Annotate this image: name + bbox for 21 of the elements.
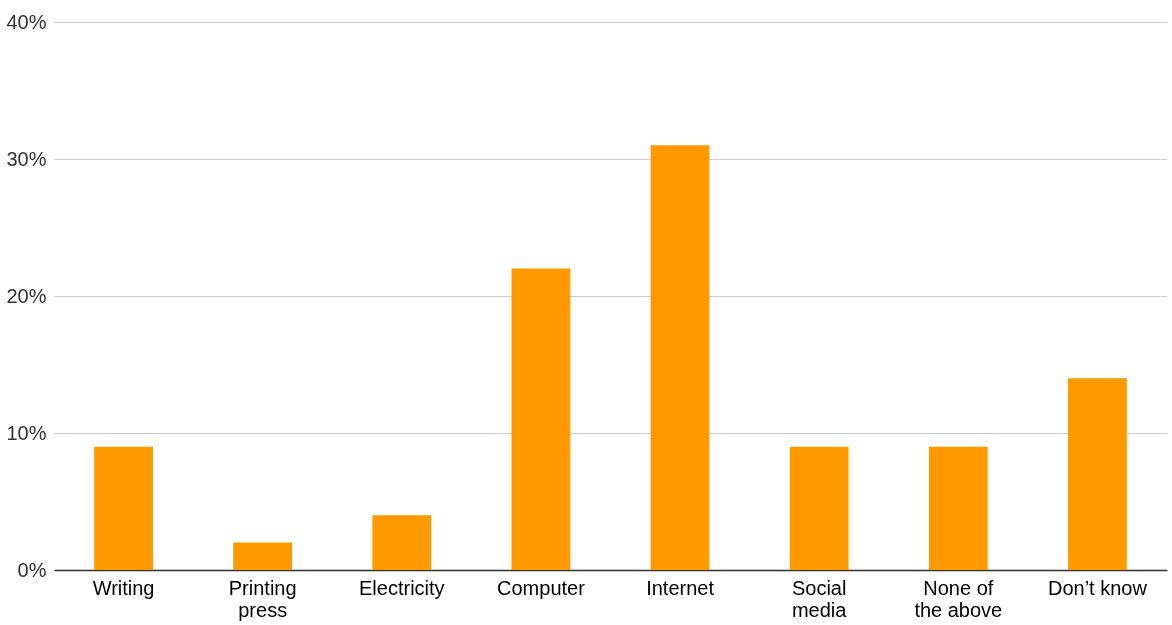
bar: [94, 446, 153, 570]
bar: [789, 446, 849, 570]
x-tick-label: Social media: [791, 576, 848, 621]
y-tick-label: 20%: [6, 284, 47, 307]
y-tick-label: 10%: [6, 421, 47, 444]
bar: [928, 446, 988, 570]
y-tick-label: 0%: [17, 558, 47, 581]
bar: [233, 542, 293, 570]
x-tick-label: Printing press: [228, 576, 297, 621]
x-tick-label: Computer: [497, 576, 586, 599]
bar: [650, 145, 710, 570]
x-tick-label: Writing: [92, 576, 155, 599]
bar: [511, 268, 571, 570]
y-tick-label: 40%: [6, 10, 47, 33]
bar: [372, 515, 432, 570]
y-tick-label: 30%: [6, 147, 47, 170]
bar: [1068, 378, 1127, 570]
x-tick-label: None of the above: [914, 576, 1003, 621]
x-tick-label: Internet: [646, 576, 715, 599]
x-tick-label: Electricity: [359, 576, 445, 599]
x-tick-label: Don’t know: [1047, 576, 1148, 599]
